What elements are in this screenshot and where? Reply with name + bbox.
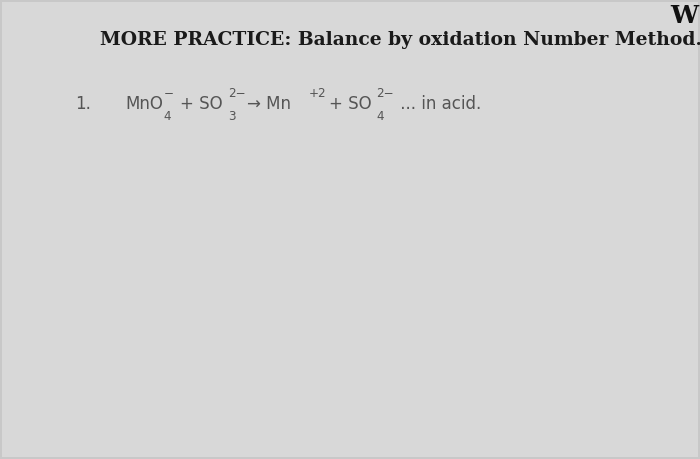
Text: W: W <box>670 4 698 28</box>
Text: 2−: 2− <box>377 86 394 100</box>
Text: −: − <box>164 86 174 100</box>
Text: MORE PRACTICE: Balance by oxidation Number Method.: MORE PRACTICE: Balance by oxidation Numb… <box>100 31 700 49</box>
Text: + SO: + SO <box>181 95 223 113</box>
Text: 3: 3 <box>228 110 236 123</box>
Text: 4: 4 <box>377 110 384 123</box>
Text: MnO: MnO <box>125 95 163 113</box>
Text: + SO: + SO <box>328 95 371 113</box>
Text: → Mn: → Mn <box>246 95 290 113</box>
Text: 4: 4 <box>164 110 171 123</box>
Text: 1.: 1. <box>75 95 91 113</box>
Text: +2: +2 <box>309 86 326 100</box>
Text: 2−: 2− <box>228 86 246 100</box>
Text: ... in acid.: ... in acid. <box>395 95 481 113</box>
